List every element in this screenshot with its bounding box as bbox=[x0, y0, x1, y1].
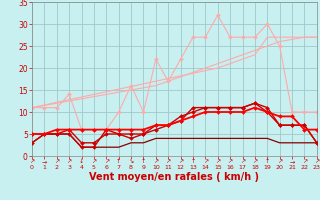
X-axis label: Vent moyen/en rafales ( km/h ): Vent moyen/en rafales ( km/h ) bbox=[89, 172, 260, 182]
